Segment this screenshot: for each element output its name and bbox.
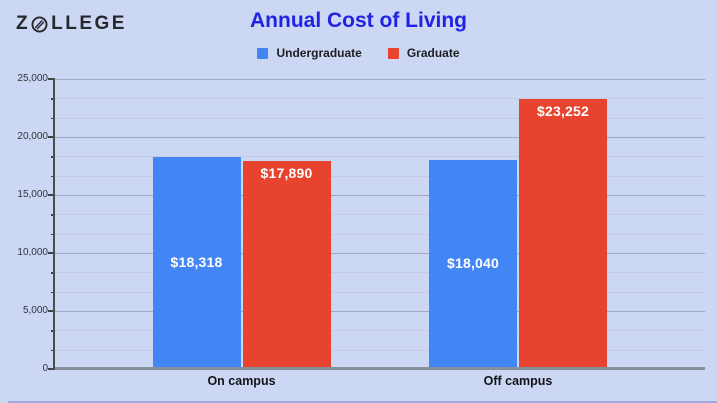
y-axis-tick-label: 15,000 (17, 189, 48, 200)
major-gridline (55, 195, 705, 196)
major-gridline (55, 137, 705, 138)
bar-value-label: $18,040 (446, 255, 499, 272)
legend: Undergraduate Graduate (0, 46, 717, 60)
legend-swatch-icon (257, 47, 269, 59)
logo-text-suffix: LLEGE (51, 13, 127, 34)
minor-gridline (55, 349, 705, 351)
logo-text-prefix: Z (16, 13, 31, 34)
minor-gridline (55, 117, 705, 119)
major-tick (48, 252, 55, 254)
legend-item-graduate: Graduate (387, 46, 460, 60)
minor-gridline (55, 98, 705, 100)
minor-gridline (55, 272, 705, 274)
major-tick (48, 78, 55, 80)
bar-undergraduate-off-campus (429, 159, 517, 369)
y-axis-tick-label: 5,000 (22, 305, 48, 316)
x-axis-category-label: Off campus (483, 374, 553, 388)
major-tick (48, 310, 55, 312)
chart-title: Annual Cost of Living (250, 9, 467, 32)
x-axis-category-label: On campus (207, 374, 276, 388)
minor-gridline (55, 330, 705, 332)
minor-gridline (55, 175, 705, 177)
y-axis-tick-label: 10,000 (17, 247, 48, 258)
minor-gridline (55, 156, 705, 158)
bar-graduate-on-campus (242, 161, 331, 369)
y-axis-tick-label: 0 (42, 363, 48, 374)
bottom-edge-line (8, 401, 717, 403)
major-gridline (55, 79, 705, 80)
legend-item-undergraduate: Undergraduate (257, 46, 362, 60)
major-tick (48, 194, 55, 196)
major-gridline (55, 311, 705, 312)
y-axis-line (53, 79, 55, 369)
legend-label: Undergraduate (276, 46, 362, 60)
minor-gridline (55, 233, 705, 235)
minor-gridline (55, 291, 705, 293)
major-gridline (55, 253, 705, 254)
y-axis-tick-label: 25,000 (17, 73, 48, 84)
bar-value-label: $17,890 (260, 165, 313, 182)
zollege-logo: Z LLEGE (16, 13, 127, 35)
bar-value-label: $23,252 (536, 103, 589, 120)
legend-label: Graduate (406, 46, 460, 60)
bar-undergraduate-on-campus (152, 156, 241, 369)
x-axis-line (55, 367, 705, 370)
major-tick (48, 368, 55, 370)
bar-graduate-off-campus (519, 99, 607, 369)
slashed-o-icon (31, 16, 48, 32)
y-axis-tick-label: 20,000 (17, 131, 48, 142)
legend-swatch-icon (387, 47, 399, 59)
bar-value-label: $18,318 (170, 253, 223, 270)
major-tick (48, 136, 55, 138)
minor-gridline (55, 214, 705, 216)
